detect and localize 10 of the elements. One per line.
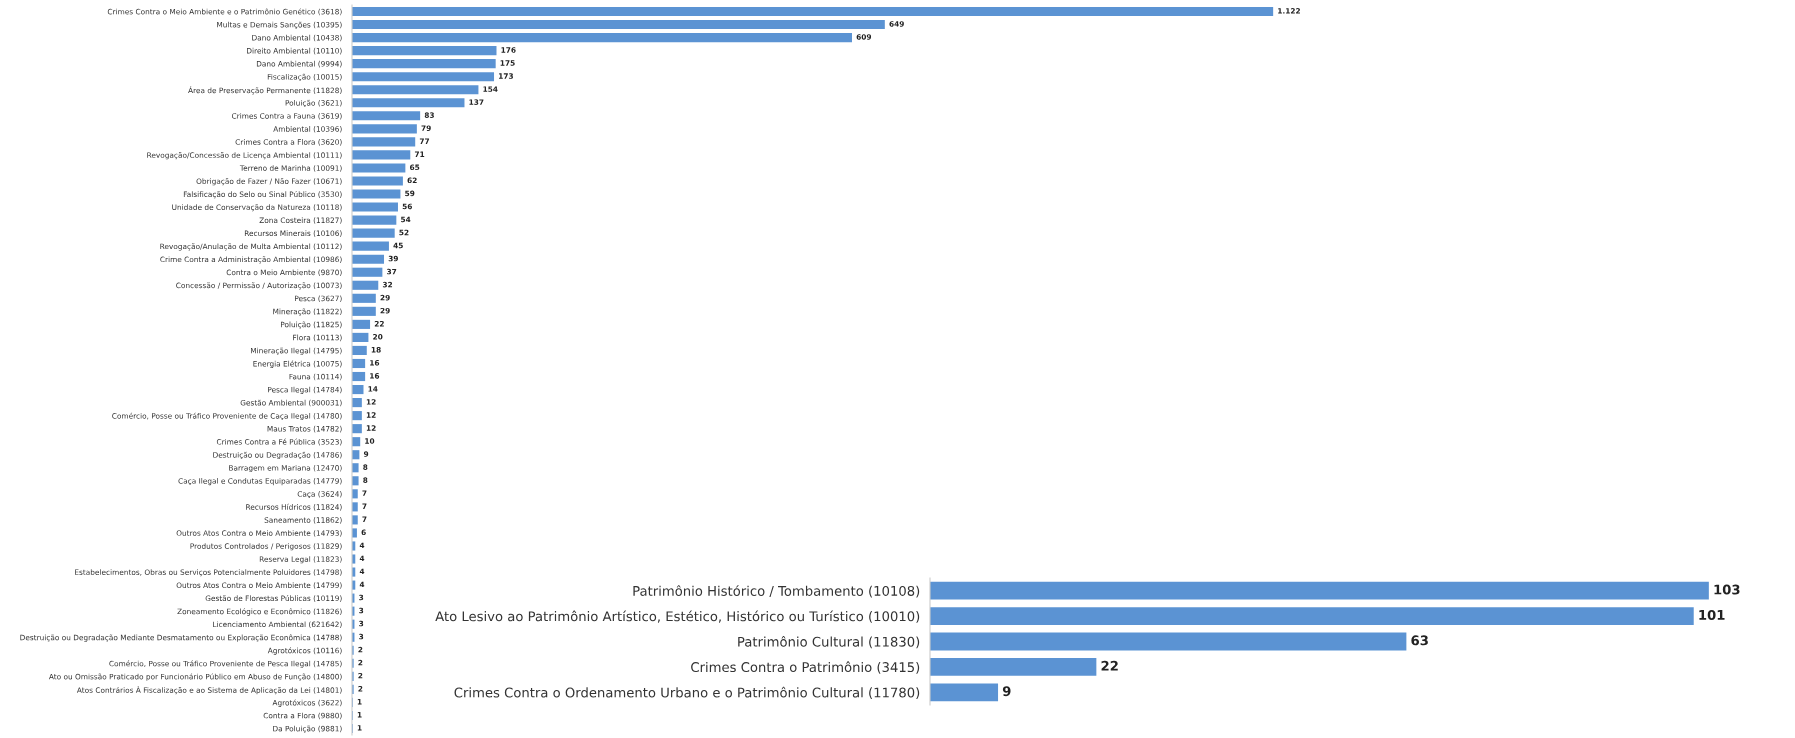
data-label: 103: [1714, 584, 1740, 595]
data-label: 101: [1699, 609, 1725, 620]
data-label: 63: [1411, 635, 1428, 646]
data-label: 22: [1101, 660, 1118, 671]
data-label: 9: [1002, 686, 1011, 697]
y-tick-label: Patrimônio Histórico / Tombamento (10108): [633, 585, 920, 598]
y-tick-label: Patrimônio Cultural (11830): [738, 635, 920, 649]
y-tick-label: Crimes Contra o Patrimônio (3415): [691, 661, 920, 674]
y-tick-label: Crimes Contra o Ordenamento Urbano e o Patrimônio Cultural (11780): [454, 686, 920, 700]
y-tick-label: Ato Lesivo ao Patrimônio Artístico, Estético, Histórico ou Turístico (10010): [435, 610, 920, 623]
